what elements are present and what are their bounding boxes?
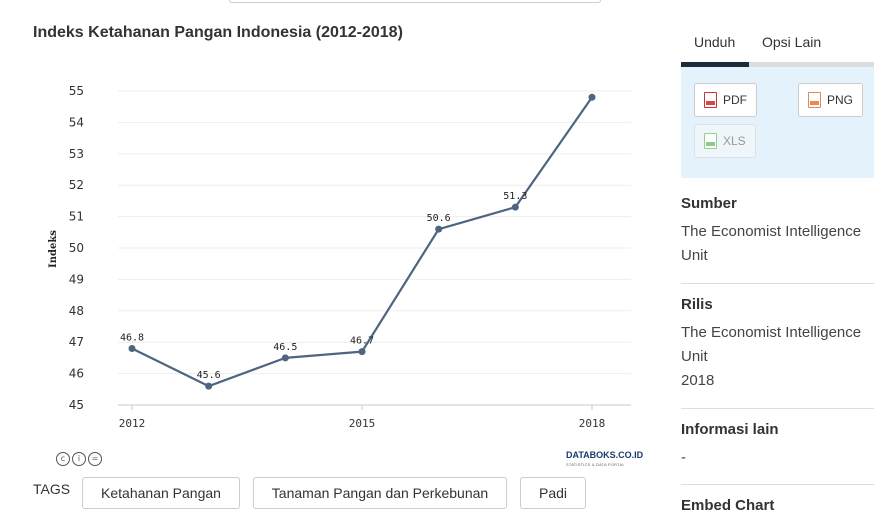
data-label: 46.7 <box>350 336 374 347</box>
databoks-watermark: DATABOKS.CO.ID STATISTICS & DATA PORTAL <box>566 450 643 470</box>
download-panel: PDF PNG XLS <box>681 67 874 178</box>
download-pdf-button[interactable]: PDF <box>694 83 757 117</box>
data-label: 50.6 <box>427 213 451 224</box>
y-tick-label: 48 <box>69 304 84 318</box>
sumber-value: The Economist Intelligence Unit <box>681 223 862 264</box>
chart-title: Indeks Ketahanan Pangan Indonesia (2012-… <box>33 24 403 41</box>
data-point <box>358 348 366 356</box>
y-tick-label: 53 <box>69 147 84 161</box>
data-point <box>588 93 596 101</box>
sumber-label: Sumber <box>681 195 737 212</box>
rilis-year: 2018 <box>681 372 715 389</box>
data-point <box>435 225 443 233</box>
y-tick-label: 54 <box>69 115 84 129</box>
y-tick-label: 47 <box>69 335 84 349</box>
x-tick-label: 2015 <box>349 417 376 430</box>
tag-ketahanan-pangan[interactable]: Ketahanan Pangan <box>82 477 240 509</box>
y-tick-label: 49 <box>69 272 84 286</box>
download-png-label: PNG <box>827 93 854 107</box>
x-tick-label: 2018 <box>579 417 606 430</box>
tags-label: TAGS <box>33 481 71 497</box>
x-tick-label: 2012 <box>119 417 146 430</box>
xls-file-icon <box>704 133 717 149</box>
line-chart: 45 46 47 48 49 50 51 52 53 54 55 2012 2015 2018 Indeks… <box>48 84 631 430</box>
download-pdf-label: PDF <box>723 93 747 107</box>
download-xls-label: XLS <box>723 134 746 148</box>
data-point <box>205 382 213 390</box>
y-tick-label: 50 <box>69 241 84 255</box>
y-tick-label: 55 <box>69 84 84 98</box>
png-file-icon <box>808 92 821 108</box>
rilis-source: The Economist Intelligence Unit <box>681 324 862 365</box>
tab-indicator <box>681 62 874 67</box>
watermark-brand: DATABOKS.CO.ID <box>566 450 644 460</box>
sidebar: Unduh Opsi Lain PDF PNG XLS Sumber The E… <box>681 0 874 511</box>
sidebar-tabs: Unduh Opsi Lain <box>681 28 874 68</box>
info-sumber: Sumber The Economist Intelligence Unit <box>681 195 874 284</box>
data-point <box>128 344 136 352</box>
y-axis-label: Indeks <box>48 230 59 268</box>
pdf-file-icon <box>704 92 717 108</box>
y-tick-label: 52 <box>69 178 84 192</box>
info-lain-value: - <box>681 449 686 466</box>
data-label: 46.5 <box>273 342 297 353</box>
tag-padi[interactable]: Padi <box>520 477 586 509</box>
cc-icon: c <box>56 452 70 466</box>
embed-chart-label[interactable]: Embed Chart <box>681 497 775 511</box>
download-xls-button[interactable]: XLS <box>694 124 756 158</box>
top-input-box <box>229 0 601 3</box>
watermark-sub: STATISTICS & DATA PORTAL <box>566 462 625 467</box>
creative-commons-license: c i = <box>56 452 102 466</box>
tab-unduh[interactable]: Unduh <box>694 34 736 50</box>
nc-icon: = <box>88 452 102 466</box>
embed-chart: Embed Chart <box>681 497 874 511</box>
data-label: 51.3 <box>503 191 527 202</box>
tab-indicator-active <box>681 62 749 67</box>
info-lain: Informasi lain - <box>681 421 874 485</box>
by-icon: i <box>72 452 86 466</box>
rilis-label: Rilis <box>681 296 713 313</box>
data-label: 45.6 <box>197 370 221 381</box>
info-lain-label: Informasi lain <box>681 421 779 438</box>
tab-opsi-lain[interactable]: Opsi Lain <box>762 34 822 50</box>
y-tick-label: 46 <box>69 367 84 381</box>
y-tick-label: 51 <box>69 210 84 224</box>
data-point <box>281 354 289 362</box>
data-label: 46.8 <box>120 332 144 343</box>
rilis-value: The Economist Intelligence Unit 2018 <box>681 321 874 393</box>
download-png-button[interactable]: PNG <box>798 83 864 117</box>
data-point <box>511 203 519 211</box>
tag-tanaman-pangan[interactable]: Tanaman Pangan dan Perkebunan <box>253 477 507 509</box>
info-rilis: Rilis The Economist Intelligence Unit 201… <box>681 296 874 409</box>
y-tick-label: 45 <box>69 398 84 412</box>
